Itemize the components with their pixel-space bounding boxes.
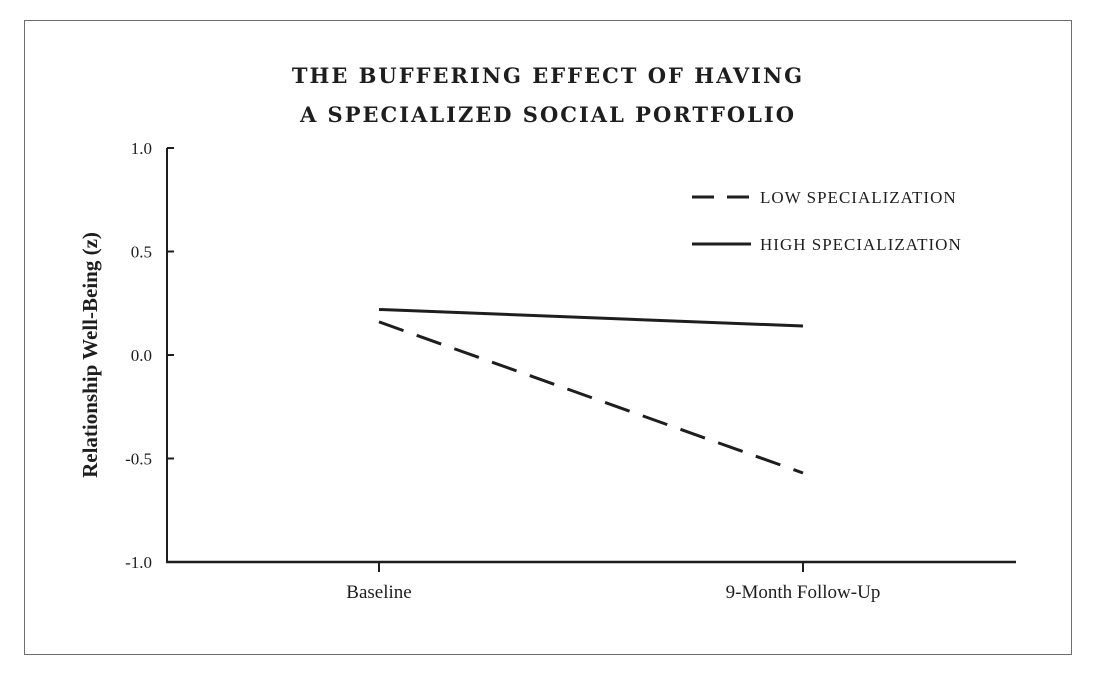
y-tick-label: 0.0 (131, 346, 152, 365)
y-tick-label: 1.0 (131, 139, 152, 158)
y-tick-label: -1.0 (125, 553, 152, 572)
x-tick-label: 9-Month Follow-Up (726, 582, 881, 603)
series-line-high-specialization (378, 307, 804, 328)
chart-title-line-1: THE BUFFERING EFFECT OF HAVING (292, 63, 804, 88)
legend-label: HIGH SPECIALIZATION (760, 235, 962, 254)
y-tick-label: 0.5 (131, 243, 152, 262)
chart-title-line-2: A SPECIALIZED SOCIAL PORTFOLIO (299, 102, 796, 127)
series-line-low-specialization (378, 320, 804, 475)
y-tick-label: -0.5 (125, 450, 152, 469)
y-axis-label: Relationship Well-Being (z) (78, 232, 102, 478)
chart-frame (24, 20, 1072, 655)
x-tick-label: Baseline (346, 582, 411, 603)
legend-label: LOW SPECIALIZATION (760, 188, 957, 207)
